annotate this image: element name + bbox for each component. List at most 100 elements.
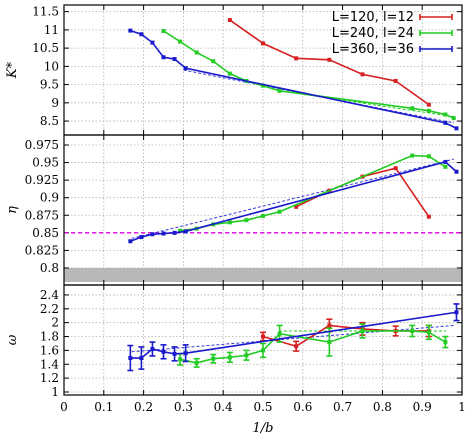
y-axis-label: ω (5, 334, 20, 345)
data-point (327, 323, 332, 328)
y-tick-label: 1 (51, 385, 59, 399)
y-tick-label: 0.95 (32, 156, 59, 170)
shaded-band (64, 267, 462, 282)
data-point (261, 83, 265, 88)
y-tick-label: 1.2 (40, 371, 59, 385)
data-point (426, 214, 431, 219)
data-point (261, 348, 265, 353)
data-point (227, 220, 232, 225)
y-tick-label: 8.5 (40, 114, 59, 128)
data-point (454, 169, 459, 174)
y-axis-label: η (5, 206, 20, 214)
y-tick-label: 11 (44, 23, 59, 37)
data-point (277, 88, 282, 93)
fit-line (131, 158, 455, 239)
data-point (410, 153, 415, 158)
x-tick-label: 1 (458, 400, 466, 414)
data-point (261, 213, 265, 218)
data-point (443, 120, 448, 125)
data-point (211, 59, 216, 64)
data-point (128, 356, 133, 361)
data-point (360, 72, 365, 77)
data-point (172, 230, 177, 235)
data-point (183, 229, 188, 234)
data-point (327, 340, 332, 345)
x-tick-label: 0.4 (214, 400, 233, 414)
x-tick-label: 0.5 (253, 400, 272, 414)
panel-1: 8.5 9 9.5 10 10.5 11 11.5 K* L=120, l=12L=240, l… (5, 4, 463, 136)
y-tick-label: 0.9 (40, 191, 59, 205)
y-tick-label: 0.875 (25, 208, 59, 222)
legend: L=120, l=12L=240, l=24L=360, l=36 (332, 10, 453, 57)
data-point (128, 239, 133, 244)
y-tick-label: 2 (51, 316, 59, 330)
data-point (443, 112, 448, 117)
panel-3: 11.21.41.61.822.22.4 ω (5, 284, 463, 399)
data-point (426, 330, 431, 335)
data-point (128, 28, 133, 33)
series-line (179, 330, 446, 364)
data-point (393, 166, 398, 171)
data-point (393, 78, 398, 83)
y-tick-label: 0.925 (25, 173, 59, 187)
x-tick-label: 0.3 (174, 400, 193, 414)
data-point (139, 356, 144, 361)
data-point (194, 50, 199, 55)
data-point (139, 235, 144, 240)
data-point (261, 41, 265, 46)
y-tick-label: 0.825 (25, 243, 59, 257)
y-tick-label: 9 (51, 96, 59, 110)
y-tick-label: 9.5 (40, 78, 59, 92)
x-tick-label: 0.1 (94, 400, 113, 414)
data-point (194, 360, 199, 365)
data-point (150, 232, 155, 237)
data-point (426, 154, 431, 159)
fit-line (131, 324, 455, 353)
data-point (443, 164, 448, 169)
data-point (178, 357, 183, 362)
x-tick-label: 0.7 (333, 400, 352, 414)
data-point (161, 231, 166, 236)
data-point (161, 55, 166, 60)
data-point (327, 57, 332, 62)
data-point (261, 334, 265, 339)
data-point (139, 32, 144, 37)
y-tick-label: 1.8 (40, 330, 59, 344)
data-point (211, 356, 216, 361)
data-point (172, 57, 177, 62)
data-point (454, 310, 459, 315)
data-point (172, 351, 177, 356)
legend-label: L=360, l=36 (332, 42, 414, 57)
data-point (294, 56, 299, 61)
data-point (360, 328, 365, 333)
data-point (451, 116, 456, 121)
data-point (443, 340, 448, 345)
data-point (178, 39, 183, 44)
data-point (161, 28, 166, 33)
data-point (443, 159, 448, 164)
data-point (178, 228, 183, 233)
data-point (294, 344, 299, 349)
x-tick-label: 0.9 (413, 400, 432, 414)
data-point (161, 349, 166, 354)
y-tick-label: 1.4 (40, 357, 59, 371)
data-point (410, 106, 415, 111)
y-tick-label: 2.2 (40, 302, 59, 316)
data-point (426, 108, 431, 113)
data-point (227, 355, 232, 360)
y-tick-label: 1.6 (40, 343, 59, 357)
x-tick-label: 0 (60, 400, 68, 414)
data-point (183, 351, 188, 356)
y-tick-label: 10 (44, 59, 59, 73)
data-point (277, 209, 282, 214)
x-axis-label: 1/b (253, 421, 274, 436)
panel-frame (63, 284, 463, 396)
data-point (227, 18, 232, 23)
x-tick-label: 0.6 (293, 400, 312, 414)
y-tick-label: 11.5 (32, 5, 59, 19)
panel-2: 0.8 0.825 0.85 0.875 0.9 0.925 0.95 0.975 η (5, 134, 463, 286)
series-line (179, 154, 446, 232)
data-point (294, 204, 299, 209)
